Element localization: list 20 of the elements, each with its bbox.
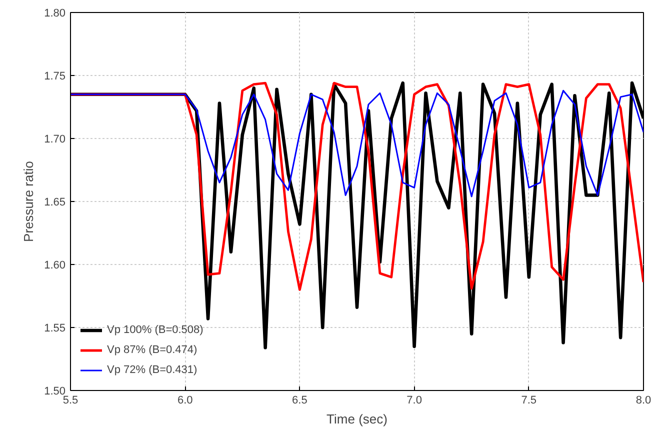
x-tick-label: 7.5 (521, 394, 537, 406)
x-tick-label: 6.0 (177, 394, 193, 406)
x-axis-title: Time (sec) (326, 412, 388, 426)
y-tick-label: 1.75 (44, 70, 66, 82)
y-tick-label: 1.50 (44, 386, 66, 398)
y-tick-label: 1.65 (44, 196, 66, 208)
x-tick-label: 7.0 (406, 394, 422, 406)
y-tick-label: 1.55 (44, 322, 66, 334)
y-tick-label: 1.70 (44, 134, 66, 146)
legend-label: Vp 72% (B=0.431) (107, 363, 198, 377)
legend-label: Vp 87% (B=0.474) (107, 343, 198, 357)
x-tick-label: 6.5 (292, 394, 308, 406)
line-series (70, 82, 644, 291)
y-tick-label: 1.60 (44, 260, 66, 272)
y-tick-label: 1.80 (44, 8, 66, 20)
line-series (70, 90, 644, 198)
legend-label: Vp 100% (B=0.508) (107, 323, 204, 337)
x-tick-label: 8.0 (636, 394, 652, 406)
x-tick-label: 5.5 (62, 394, 78, 406)
y-axis-title: Pressure ratio (21, 161, 36, 242)
